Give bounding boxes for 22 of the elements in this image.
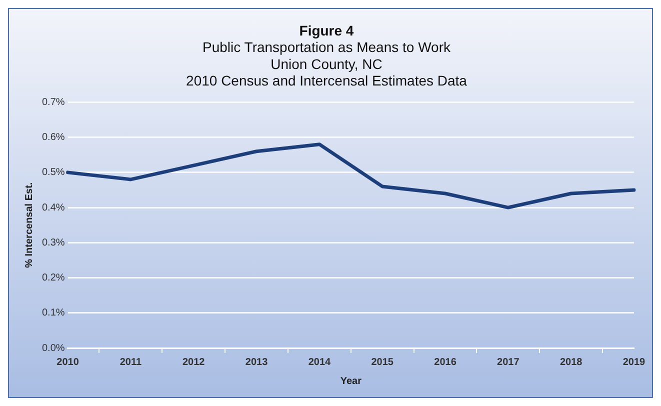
y-tick-label: 0.2% [42,272,65,284]
x-tick-label: 2015 [371,356,394,368]
y-tick-label: 0.5% [42,167,65,178]
x-tick-label: 2018 [560,356,583,368]
y-tick-label: 0.7% [42,96,65,108]
y-tick-label: 0.1% [42,308,65,319]
x-tick-label: 2017 [497,356,520,368]
y-tick-label: 0.0% [42,342,65,354]
x-tick-label: 2012 [182,356,206,368]
y-axis-title: % Intercensal Est. [24,182,35,268]
x-tick-label: 2013 [245,356,268,368]
x-tick-label: 2019 [622,356,646,368]
y-tick-label: 0.4% [42,202,65,214]
x-axis-title: Year [340,376,362,387]
y-tick-label: 0.3% [42,237,65,248]
y-tick-label: 0.6% [42,132,65,144]
chart-subtitle: Public Transportation as Means to Work Union County, NC 2010 Census and Intercensal Estimates Data [186,39,468,89]
x-tick-label: 2011 [120,356,142,368]
chart-title: Figure 4 [299,22,354,38]
x-tick-label: 2010 [56,356,80,368]
x-tick-label: 2016 [434,356,457,368]
x-tick-label: 2014 [308,356,331,368]
